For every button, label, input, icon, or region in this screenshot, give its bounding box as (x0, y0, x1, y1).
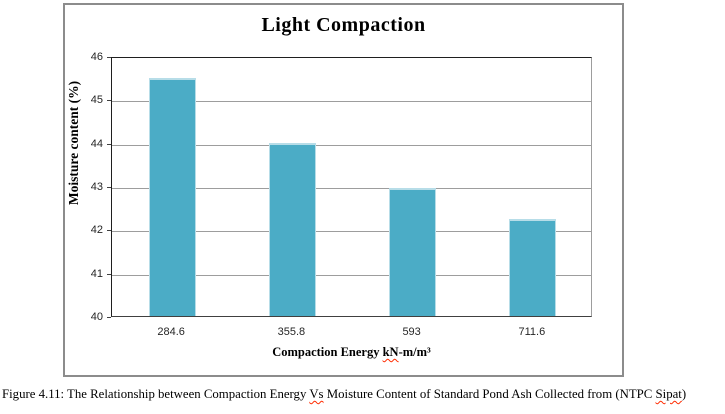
y-tick-label: 45 (90, 94, 103, 107)
y-tick-mark (107, 187, 111, 188)
y-tick-mark (107, 273, 111, 275)
x-axis-title-text: -m/m³ (398, 345, 431, 359)
misspelled-word: Sipat (655, 387, 682, 401)
figure-caption: Figure 4.11: The Relationship between Co… (2, 387, 725, 402)
y-tick-mark (107, 143, 111, 145)
x-tick-label: 711.6 (518, 326, 546, 338)
bar (268, 142, 316, 316)
y-tick-label: 44 (90, 137, 103, 150)
bar (148, 77, 196, 316)
misspelled-word: kN (382, 345, 399, 359)
gridline (112, 231, 591, 233)
caption-text: Moisture Content of Standard Pond Ash Co… (323, 387, 656, 401)
x-tick-label: 593 (402, 326, 421, 338)
y-tick-label: 46 (90, 51, 103, 63)
bar (389, 188, 437, 316)
chart-title: Light Compaction (261, 14, 426, 36)
y-tick-label: 40 (90, 311, 103, 323)
y-tick-mark (107, 317, 111, 318)
y-tick-mark (107, 230, 111, 232)
y-tick-label: 42 (90, 224, 103, 237)
y-tick-mark (107, 100, 111, 102)
gridline (112, 144, 591, 146)
gridline (112, 101, 591, 103)
caption-text: Figure 4.11: The Relationship between Co… (2, 387, 310, 401)
x-tick-label: 355.8 (277, 326, 306, 338)
plot-area (111, 57, 592, 317)
caption-text: ) (681, 387, 687, 401)
y-tick-label: 43 (90, 181, 103, 193)
gridline (112, 188, 591, 189)
x-tick-label: 284.6 (157, 326, 185, 338)
y-tick-label: 41 (90, 267, 103, 280)
y-tick-mark (107, 57, 111, 58)
gridline (112, 274, 591, 276)
bar (509, 218, 557, 316)
misspelled-word: Vs (309, 387, 324, 401)
x-axis-title: Compaction Energy kN-m/m³ (111, 345, 592, 360)
x-axis-title-text: Compaction Energy (272, 345, 383, 359)
